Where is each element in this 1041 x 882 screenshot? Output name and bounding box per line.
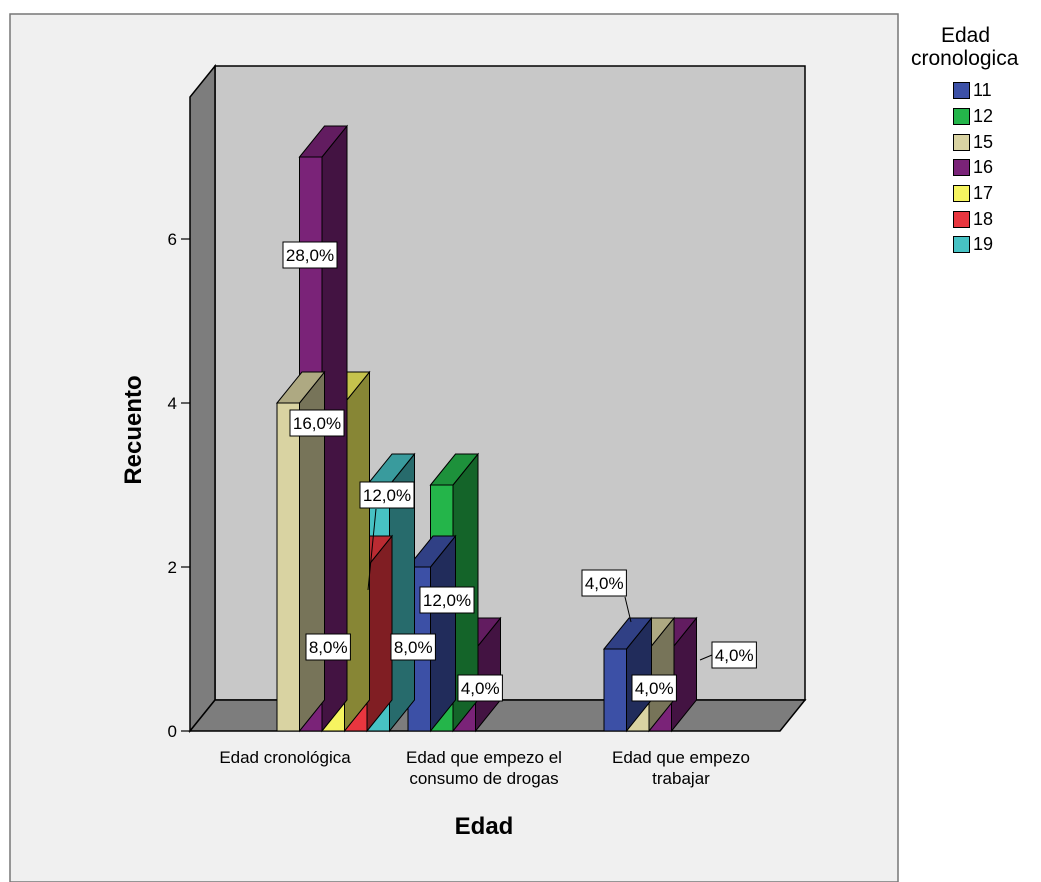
- svg-text:4,0%: 4,0%: [461, 679, 500, 698]
- y-tick-label: 4: [168, 394, 177, 413]
- legend-label: 16: [973, 157, 994, 178]
- x-axis-title: Edad: [455, 813, 514, 840]
- legend-item: 15: [953, 129, 1041, 155]
- x-tick-label: Edad cronológica: [219, 748, 351, 767]
- legend-swatch: [953, 108, 970, 126]
- data-label: 4,0%: [711, 641, 757, 669]
- svg-text:12,0%: 12,0%: [363, 486, 411, 505]
- legend-item: 16: [953, 155, 1041, 181]
- x-tick-label: Edad que empezo el: [406, 748, 562, 767]
- y-tick-label: 2: [168, 558, 177, 577]
- data-label: 4,0%: [581, 569, 627, 597]
- legend-label: 12: [973, 106, 994, 127]
- legend-item: 17: [953, 181, 1041, 207]
- legend-title: Edad cronologica: [905, 24, 1041, 70]
- legend-item: 19: [953, 232, 1041, 258]
- svg-text:28,0%: 28,0%: [286, 246, 334, 265]
- data-label: 16,0%: [289, 409, 345, 437]
- legend-swatch: [953, 133, 970, 151]
- legend-label: 18: [973, 208, 994, 229]
- svg-text:12,0%: 12,0%: [423, 591, 471, 610]
- legend-label: 17: [973, 183, 994, 204]
- y-tick-label: 0: [168, 722, 177, 741]
- legend-swatch: [953, 159, 970, 177]
- svg-text:4,0%: 4,0%: [635, 679, 674, 698]
- legend-label: 11: [973, 80, 992, 101]
- y-axis-title: Recuento: [120, 375, 147, 484]
- svg-text:4,0%: 4,0%: [585, 574, 624, 593]
- data-label: 12,0%: [359, 481, 415, 509]
- legend-items: 11 12 15 16 17 18 19: [953, 78, 1041, 258]
- legend: Edad cronologica 11 12 15 16 17 18 19: [905, 24, 1041, 258]
- leader-line: [699, 654, 713, 661]
- svg-text:4,0%: 4,0%: [715, 646, 754, 665]
- x-tick-label: trabajar: [652, 769, 710, 788]
- svg-text:8,0%: 8,0%: [309, 638, 348, 657]
- y-tick-label: 6: [168, 230, 177, 249]
- legend-swatch: [953, 236, 970, 254]
- legend-item: 11: [953, 78, 1041, 104]
- legend-swatch: [953, 185, 970, 203]
- data-label: 8,0%: [390, 633, 436, 661]
- legend-item: 12: [953, 104, 1041, 130]
- data-label: 4,0%: [457, 674, 503, 702]
- x-tick-label: Edad que empezo: [612, 748, 750, 767]
- data-label: 4,0%: [631, 674, 677, 702]
- data-label: 28,0%: [282, 241, 338, 269]
- legend-label: 19: [973, 234, 994, 255]
- data-label: 12,0%: [419, 586, 475, 614]
- leader-line: [367, 508, 377, 591]
- legend-title-line: Edad: [941, 24, 991, 47]
- legend-swatch: [953, 210, 970, 228]
- legend-item: 18: [953, 206, 1041, 232]
- leader-line: [624, 596, 632, 623]
- svg-text:16,0%: 16,0%: [293, 414, 341, 433]
- x-tick-label: consumo de drogas: [409, 769, 558, 788]
- legend-swatch: [953, 82, 970, 100]
- legend-label: 15: [973, 131, 994, 152]
- svg-text:8,0%: 8,0%: [394, 638, 433, 657]
- data-label: 8,0%: [305, 633, 351, 661]
- side-wall: [189, 63, 216, 734]
- legend-title-line: cronologica: [911, 47, 1019, 70]
